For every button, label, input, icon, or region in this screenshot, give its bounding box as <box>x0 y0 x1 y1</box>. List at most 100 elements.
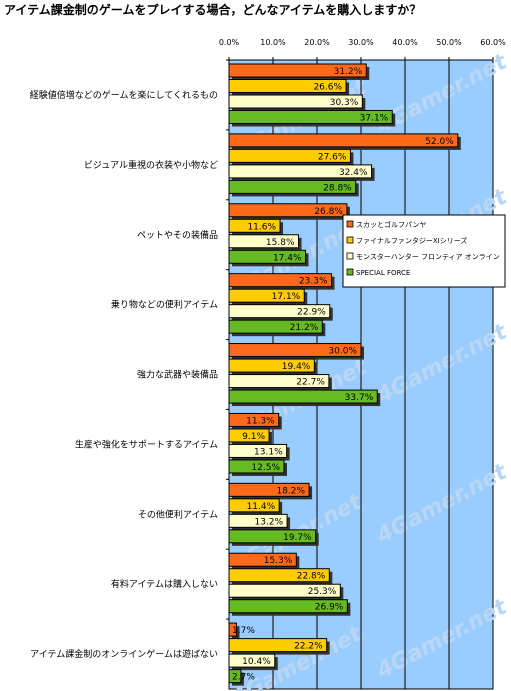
data-label-s3-c6: 19.7% <box>283 533 312 543</box>
data-label-s2-c0: 30.3% <box>330 98 359 108</box>
bar-s1-c4 <box>228 358 315 373</box>
category-label-4: 強力な武器や装備品 <box>137 369 218 381</box>
legend-box <box>342 214 506 288</box>
bar-s2-c5 <box>228 443 288 458</box>
bar-s3-c0 <box>228 110 393 124</box>
data-label-s0-c8: 1.7% <box>232 626 255 636</box>
bar-s3-c6 <box>228 529 317 544</box>
data-label-s2-c5: 13.1% <box>254 447 283 457</box>
data-label-s3-c5: 12.5% <box>251 463 280 473</box>
category-label-1: ビジュアル重視の衣装や小物など <box>84 159 218 171</box>
bar-s2-c2 <box>228 234 300 249</box>
data-label-s3-c1: 28.8% <box>323 183 352 193</box>
data-label-s0-c0: 31.2% <box>334 67 363 77</box>
data-label-s0-c3: 23.3% <box>299 277 328 287</box>
data-label-s3-c8: 2.7% <box>232 673 255 683</box>
data-label-s2-c6: 13.2% <box>254 517 283 527</box>
legend-label-2: モンスターハンター フロンティア オンライン <box>356 252 500 261</box>
bar-s1-c3 <box>228 288 305 303</box>
data-label-s2-c7: 25.3% <box>308 587 337 597</box>
data-label-s1-c7: 22.8% <box>297 572 326 582</box>
data-label-s0-c7: 15.3% <box>264 556 293 566</box>
category-label-3: 乗り物などの便利アイテム <box>111 299 218 311</box>
bar-s0-c2 <box>228 203 348 218</box>
data-label-s1-c5: 9.1% <box>242 432 265 442</box>
bar-s0-c8 <box>228 622 237 637</box>
bar-s2-c6 <box>228 513 288 528</box>
bar-s0-c5 <box>228 412 280 427</box>
legend-swatch-2 <box>346 252 354 260</box>
bar-s0-c4 <box>228 343 362 358</box>
category-label-2: ペットやその装備品 <box>137 229 218 241</box>
x-tick-label-4: 40.0% <box>392 38 418 47</box>
data-label-s3-c0: 37.1% <box>360 114 389 124</box>
category-label-6: その他便利アイテム <box>138 508 218 520</box>
bar-s0-c7 <box>228 552 297 567</box>
plot-area: 4Gamer.net4Gamer.net4Gamer.net4Gamer.net… <box>30 38 511 691</box>
bar-s2-c7 <box>228 583 341 598</box>
x-tick-label-6: 60.0% <box>480 38 506 47</box>
data-label-s3-c2: 17.4% <box>273 253 302 263</box>
category-label-7: 有料アイテムは購入しない <box>111 578 218 590</box>
x-tick-label-2: 20.0% <box>304 38 330 47</box>
data-label-s2-c2: 15.8% <box>266 238 295 248</box>
bar-s3-c8 <box>228 669 242 684</box>
bar-s3-c7 <box>228 599 348 614</box>
data-label-s1-c6: 11.4% <box>247 502 276 512</box>
data-label-s3-c4: 33.7% <box>345 393 374 403</box>
data-label-s0-c5: 11.3% <box>246 416 275 426</box>
bar-s1-c0 <box>228 79 347 93</box>
data-label-s0-c2: 26.8% <box>314 207 343 217</box>
category-label-0: 経験値倍増などのゲームを楽にしてくれるもの <box>30 89 218 101</box>
x-tick-label-3: 30.0% <box>348 38 374 47</box>
bar-s3-c1 <box>228 179 357 194</box>
data-label-s3-c7: 26.9% <box>315 603 344 613</box>
bar-s0-c1 <box>228 133 459 148</box>
bar-s2-c3 <box>228 304 331 319</box>
bar-s3-c5 <box>228 459 285 474</box>
bar-s1-c1 <box>228 148 351 163</box>
category-label-5: 生産や強化をサポートするアイテム <box>75 438 218 450</box>
legend-label-0: スカッとゴルフパンヤ <box>356 220 426 229</box>
data-label-s0-c4: 30.0% <box>328 347 357 357</box>
x-tick-label-0: 0.0% <box>219 38 240 47</box>
x-tick-label-1: 10.0% <box>260 38 286 47</box>
bar-s2-c8 <box>228 653 276 668</box>
legend-label-3: SPECIAL FORCE <box>356 269 410 277</box>
category-label-8: アイテム課金制のオンラインゲームは遊ばない <box>30 648 218 660</box>
legend-swatch-0 <box>346 220 354 228</box>
bar-s3-c3 <box>228 319 323 334</box>
data-label-s1-c4: 19.4% <box>282 362 311 372</box>
bar-s2-c1 <box>228 164 373 179</box>
bar-s3-c2 <box>228 249 307 264</box>
bar-s2-c0 <box>228 94 363 109</box>
bar-s1-c8 <box>228 638 328 653</box>
chart-title: アイテム課金制のゲームをプレイする場合，どんなアイテムを購入しますか？ <box>4 2 421 17</box>
bar-s1-c2 <box>228 218 281 233</box>
data-label-s2-c4: 22.7% <box>296 378 325 388</box>
data-label-s2-c8: 10.4% <box>242 657 271 667</box>
bar-s1-c5 <box>228 428 270 443</box>
data-label-s2-c1: 32.4% <box>339 168 368 178</box>
data-label-s3-c3: 21.2% <box>290 323 319 333</box>
bar-s1-c6 <box>228 498 280 513</box>
data-label-s0-c6: 18.2% <box>276 486 305 496</box>
bar-s1-c7 <box>228 568 330 583</box>
bar-s0-c3 <box>228 273 333 288</box>
bar-s0-c0 <box>228 63 367 78</box>
legend-swatch-3 <box>346 268 354 276</box>
data-label-s1-c1: 27.6% <box>318 152 347 162</box>
data-label-s1-c0: 26.6% <box>313 83 342 93</box>
bar-s2-c4 <box>228 374 330 389</box>
legend-label-1: ファイナルファンタジーXIシリーズ <box>356 236 467 245</box>
data-label-s1-c2: 11.6% <box>247 222 276 232</box>
bar-s3-c4 <box>228 389 378 404</box>
legend-swatch-1 <box>346 236 354 244</box>
x-tick-label-5: 50.0% <box>436 38 462 47</box>
data-label-s0-c1: 52.0% <box>425 137 454 147</box>
data-label-s2-c3: 22.9% <box>297 308 326 318</box>
data-label-s1-c3: 17.1% <box>272 292 301 302</box>
bar-s0-c6 <box>228 482 310 497</box>
